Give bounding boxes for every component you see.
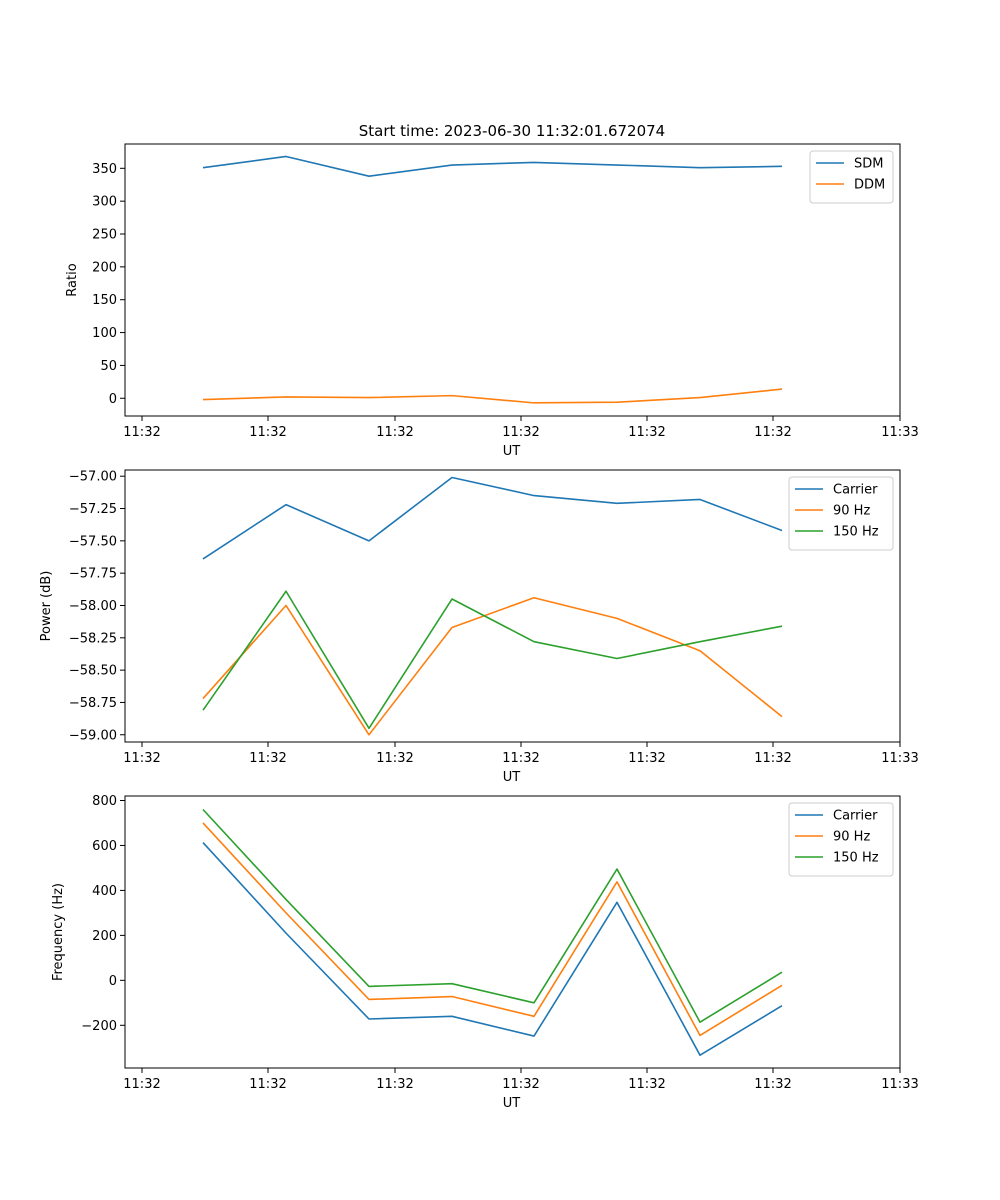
x-tick-label: 11:32 bbox=[502, 751, 539, 766]
x-tick-label: 11:32 bbox=[249, 425, 286, 440]
x-axis-label: UT bbox=[503, 444, 521, 459]
y-tick-label: 600 bbox=[92, 839, 117, 854]
y-tick-label: −57.25 bbox=[69, 502, 117, 517]
x-tick-label: 11:32 bbox=[628, 1077, 665, 1092]
y-tick-label: 200 bbox=[92, 929, 117, 944]
x-tick-label: 11:32 bbox=[123, 1077, 160, 1092]
x-tick-label: 11:32 bbox=[502, 425, 539, 440]
legend-label: 150 Hz bbox=[833, 525, 879, 540]
series-line-ddm bbox=[202, 388, 783, 404]
x-tick-label: 11:32 bbox=[376, 751, 413, 766]
y-tick-label: 50 bbox=[100, 359, 117, 374]
x-axis-label: UT bbox=[503, 1096, 521, 1111]
legend-label: SDM bbox=[854, 157, 883, 172]
y-tick-label: 100 bbox=[92, 326, 117, 341]
legend: Carrier 90 Hz 150 Hz bbox=[788, 476, 894, 551]
y-axis-label: Ratio bbox=[65, 263, 80, 296]
series-line-150-hz bbox=[202, 590, 783, 730]
y-tick-label: −57.75 bbox=[69, 567, 117, 582]
series-line-sdm bbox=[202, 155, 783, 177]
x-axis-label: UT bbox=[503, 770, 521, 785]
y-tick-label: −57.50 bbox=[69, 534, 117, 549]
x-tick-label: 11:33 bbox=[881, 425, 918, 440]
x-tick-label: 11:32 bbox=[376, 1077, 413, 1092]
x-tick-label: 11:33 bbox=[881, 751, 918, 766]
y-tick-label: −58.25 bbox=[69, 631, 117, 646]
x-tick-label: 11:32 bbox=[376, 425, 413, 440]
legend-label: Carrier bbox=[833, 483, 878, 498]
y-tick-label: −57.00 bbox=[69, 470, 117, 485]
y-tick-label: −59.00 bbox=[69, 728, 117, 743]
y-axis-label: Frequency (Hz) bbox=[51, 883, 66, 981]
legend-box bbox=[809, 150, 894, 204]
legend: Carrier 90 Hz 150 Hz bbox=[788, 802, 894, 877]
x-tick-label: 11:32 bbox=[123, 425, 160, 440]
y-tick-label: 300 bbox=[92, 195, 117, 210]
legend-label: 150 Hz bbox=[833, 851, 879, 866]
y-tick-label: −58.75 bbox=[69, 696, 117, 711]
x-tick-label: 11:32 bbox=[628, 425, 665, 440]
y-tick-label: 400 bbox=[92, 884, 117, 899]
chart-panel-2: 11:32 11:32 11:32 11:32 11:32 11:32 11:33 −59.0… bbox=[39, 469, 919, 785]
x-tick-label: 11:33 bbox=[881, 1077, 918, 1092]
x-tick-label: 11:32 bbox=[123, 751, 160, 766]
series-line-150-hz bbox=[202, 808, 783, 1023]
series-line-carrier bbox=[202, 841, 783, 1056]
x-tick-label: 11:32 bbox=[249, 1077, 286, 1092]
legend-label: 90 Hz bbox=[833, 830, 870, 845]
legend-label: Carrier bbox=[833, 809, 878, 824]
y-tick-label: −200 bbox=[81, 1019, 117, 1034]
y-tick-label: 350 bbox=[92, 162, 117, 177]
series-line-90-hz bbox=[202, 596, 783, 736]
x-tick-label: 11:32 bbox=[754, 1077, 791, 1092]
series-line-90-hz bbox=[202, 822, 783, 1037]
chart-panel-1: 11:32 11:32 11:32 11:32 11:32 11:32 11:33 0 50 10… bbox=[65, 143, 919, 459]
legend: SDM DDM bbox=[809, 150, 894, 204]
figure-title: Start time: 2023-06-30 11:32:01.672074 bbox=[359, 122, 665, 140]
legend-label: 90 Hz bbox=[833, 504, 870, 519]
plot-frame bbox=[124, 795, 901, 1069]
y-tick-label: 800 bbox=[92, 794, 117, 809]
chart-panel-3: 11:32 11:32 11:32 11:32 11:32 11:32 11:33 −200 0… bbox=[51, 794, 919, 1111]
y-tick-label: −58.00 bbox=[69, 599, 117, 614]
y-tick-label: −58.50 bbox=[69, 664, 117, 679]
series-line-carrier bbox=[202, 476, 783, 560]
plot-frame bbox=[124, 143, 901, 417]
y-tick-label: 0 bbox=[109, 974, 117, 989]
y-tick-label: 250 bbox=[92, 228, 117, 243]
y-tick-label: 0 bbox=[109, 392, 117, 407]
x-tick-label: 11:32 bbox=[754, 751, 791, 766]
x-tick-label: 11:32 bbox=[754, 425, 791, 440]
y-tick-label: 200 bbox=[92, 260, 117, 275]
plot-frame bbox=[124, 469, 901, 743]
x-tick-label: 11:32 bbox=[249, 751, 286, 766]
x-tick-label: 11:32 bbox=[628, 751, 665, 766]
legend-label: DDM bbox=[854, 178, 885, 193]
y-tick-label: 150 bbox=[92, 293, 117, 308]
y-axis-label: Power (dB) bbox=[39, 571, 54, 642]
x-tick-label: 11:32 bbox=[502, 1077, 539, 1092]
